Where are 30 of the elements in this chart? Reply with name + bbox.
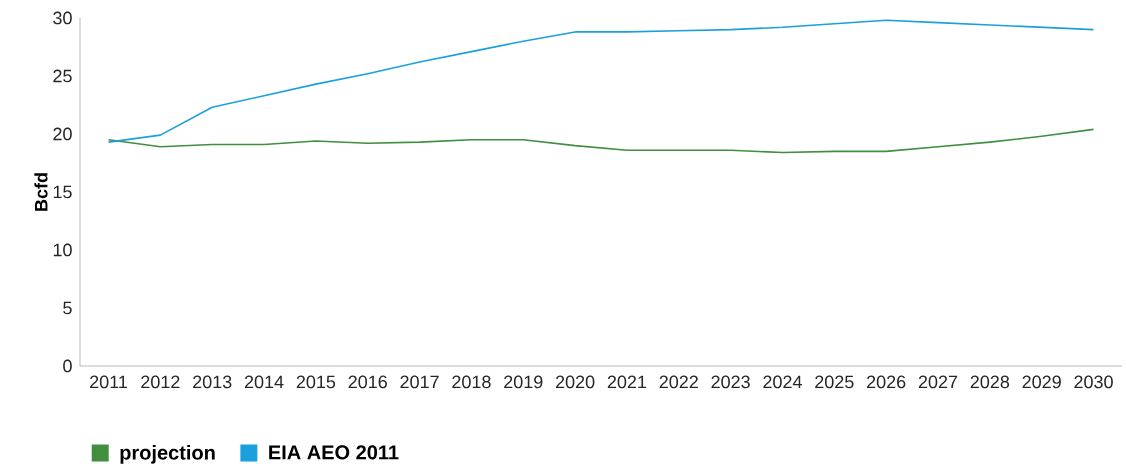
x-tick-label: 2028 xyxy=(970,375,1010,389)
y-axis-title: Bcfd xyxy=(34,173,48,211)
x-tick-label: 2014 xyxy=(244,375,284,389)
y-tick-label: 5 xyxy=(63,301,72,315)
x-tick-label: 2027 xyxy=(918,375,958,389)
y-tick-label: 10 xyxy=(53,243,72,257)
x-tick-label: 2030 xyxy=(1074,375,1113,389)
x-tick-label: 2024 xyxy=(763,375,802,389)
y-tick-label: 0 xyxy=(63,359,72,373)
x-tick-label: 2013 xyxy=(193,375,232,389)
x-tick-label: 2012 xyxy=(141,375,180,389)
x-tick-label: 2016 xyxy=(348,375,387,389)
legend-label: EIA AEO 2011 xyxy=(269,445,399,460)
x-tick-label: 2020 xyxy=(555,375,595,389)
y-tick-label: 15 xyxy=(53,185,72,199)
x-tick-label: 2029 xyxy=(1022,375,1061,389)
x-tick-label: 2023 xyxy=(711,375,750,389)
x-tick-label: 2022 xyxy=(659,375,698,389)
x-tick-label: 2017 xyxy=(400,375,439,389)
x-tick-label: 2026 xyxy=(867,375,906,389)
y-tick-label: 25 xyxy=(53,69,72,83)
x-tick-label: 2015 xyxy=(296,375,336,389)
y-tick-label: 30 xyxy=(53,11,72,25)
legend-label: projection xyxy=(120,445,215,464)
x-tick-label: 2019 xyxy=(504,375,543,389)
x-tick-label: 2011 xyxy=(90,375,127,389)
x-tick-label: 2021 xyxy=(607,375,647,389)
y-tick-label: 20 xyxy=(53,127,72,141)
x-tick-label: 2025 xyxy=(815,375,854,389)
x-tick-label: 2018 xyxy=(452,375,491,389)
